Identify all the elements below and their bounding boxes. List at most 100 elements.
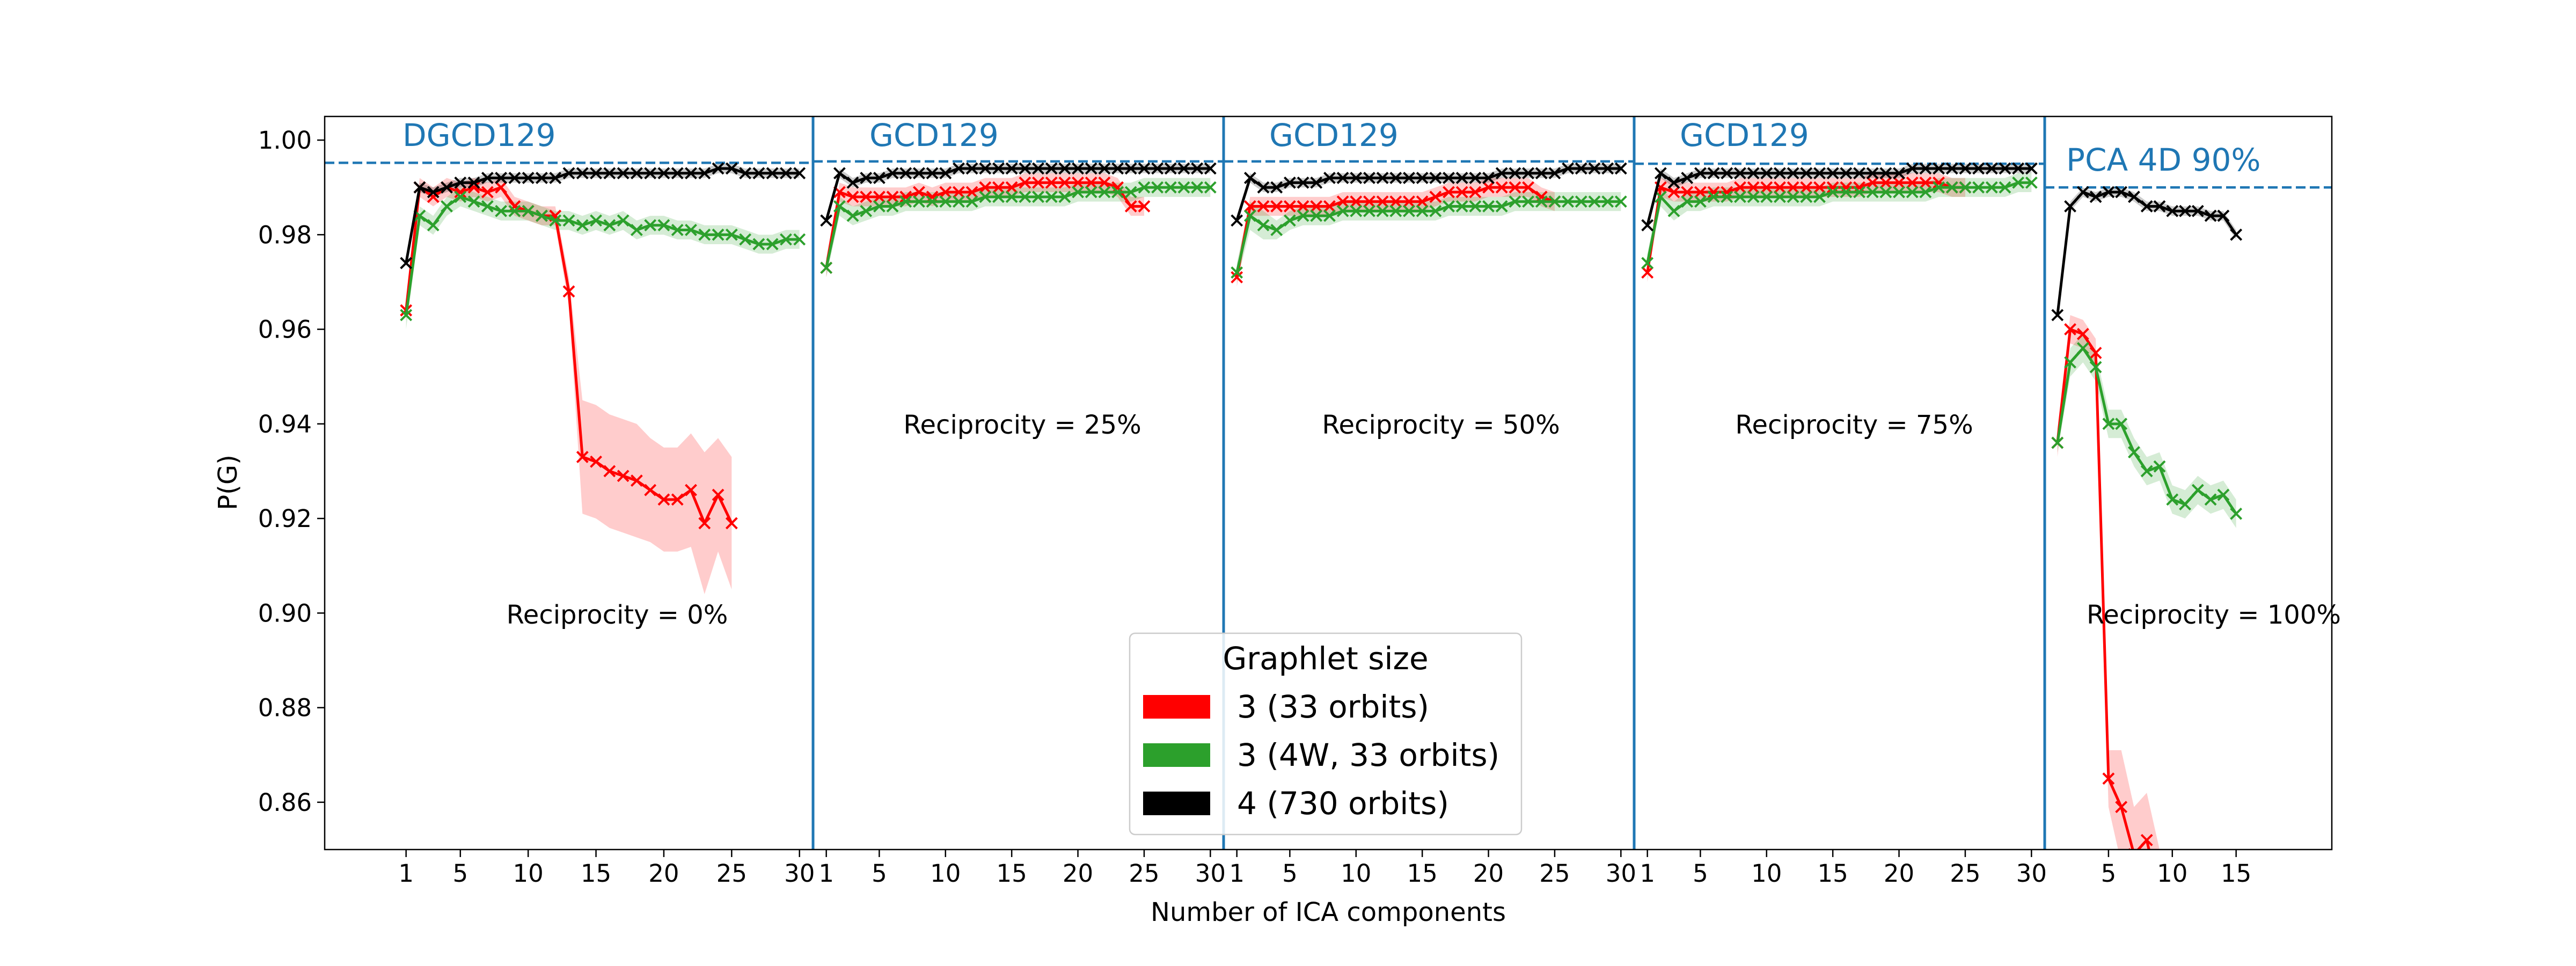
data-point	[522, 204, 535, 217]
data-point	[657, 167, 670, 180]
data-point	[630, 224, 643, 236]
data-point	[1032, 176, 1044, 189]
data-point	[1376, 172, 1389, 184]
data-point	[886, 191, 899, 203]
data-point	[2230, 228, 2243, 241]
data-point	[860, 204, 873, 217]
series-3-33-orbits	[1231, 181, 1561, 284]
data-point	[590, 214, 602, 227]
data-point	[752, 238, 765, 251]
data-point	[1005, 181, 1018, 194]
data-point	[1641, 257, 1654, 269]
x-tick-label: 30	[784, 859, 815, 888]
data-point	[1336, 195, 1349, 208]
data-point	[820, 261, 833, 274]
data-point	[1614, 195, 1627, 208]
reciprocity-label: Reciprocity = 25%	[903, 410, 1141, 440]
data-point	[1879, 167, 1892, 180]
data-point	[2089, 361, 2102, 374]
data-point	[725, 228, 738, 241]
data-point	[712, 488, 724, 501]
data-point	[1667, 176, 1680, 189]
data-point	[979, 191, 992, 203]
series-4-730-orbits	[400, 162, 806, 269]
data-point	[846, 191, 859, 203]
data-point	[1350, 204, 1363, 217]
data-point	[2217, 488, 2230, 501]
x-tick-label: 20	[1884, 859, 1914, 888]
data-point	[2140, 833, 2153, 846]
y-tick-label: 0.98	[258, 221, 312, 249]
data-point	[508, 204, 521, 217]
legend-swatch-red	[1143, 695, 1210, 719]
data-point	[2230, 507, 2243, 520]
data-point	[1800, 191, 1813, 203]
data-point	[454, 191, 467, 203]
data-point	[1681, 172, 1694, 184]
data-point	[1853, 186, 1865, 199]
legend-label-4-730-orbits: 4 (730 orbits)	[1237, 785, 1449, 822]
data-point	[562, 167, 575, 180]
data-point	[1270, 200, 1283, 213]
data-point	[1403, 204, 1415, 217]
data-point	[1681, 195, 1694, 208]
data-point	[1495, 200, 1508, 213]
data-point	[1707, 167, 1720, 180]
data-point	[549, 172, 562, 184]
data-point	[413, 181, 426, 194]
data-point	[1495, 181, 1508, 194]
panel-label: GCD129	[869, 117, 999, 153]
data-point	[2166, 493, 2179, 506]
data-point	[953, 186, 965, 199]
data-point	[793, 233, 806, 246]
data-point	[2064, 200, 2076, 213]
data-point	[1191, 181, 1204, 194]
data-point	[630, 474, 643, 487]
data-point	[576, 451, 589, 463]
data-point	[2051, 309, 2064, 321]
data-point	[1151, 181, 1164, 194]
data-point	[1124, 186, 1137, 199]
x-tick-label: 30	[2016, 859, 2047, 888]
data-point	[2153, 460, 2166, 473]
panel-label: DGCD129	[402, 117, 555, 153]
data-point	[1509, 167, 1521, 180]
data-point	[1959, 162, 1972, 175]
data-point	[441, 181, 453, 194]
x-axis-title: Number of ICA components	[1151, 897, 1506, 927]
legend-label-3-33-orbits: 3 (33 orbits)	[1237, 689, 1429, 725]
data-point	[2025, 176, 2038, 189]
y-tick-label: 1.00	[258, 126, 312, 155]
data-point	[1455, 186, 1468, 199]
data-point	[1231, 271, 1243, 284]
confidence-bands	[406, 164, 2236, 850]
data-point	[576, 219, 589, 232]
reciprocity-label: Reciprocity = 50%	[1322, 410, 1560, 440]
data-point	[846, 176, 859, 189]
data-point	[1111, 162, 1124, 175]
data-point	[1297, 200, 1309, 213]
data-point	[886, 200, 899, 213]
data-point	[1469, 200, 1482, 213]
x-tick-label: 15	[581, 859, 611, 888]
data-point	[1866, 176, 1879, 189]
panel-label: GCD129	[1269, 117, 1399, 153]
data-point	[495, 172, 508, 184]
x-tick-label: 10	[2157, 859, 2187, 888]
data-point	[549, 214, 562, 227]
data-point	[1933, 181, 1945, 194]
data-point	[1747, 167, 1760, 180]
legend-title: Graphlet size	[1223, 640, 1428, 677]
data-point	[1588, 162, 1601, 175]
data-point	[427, 191, 440, 203]
data-point	[1734, 167, 1746, 180]
data-point	[1072, 176, 1084, 189]
x-tick-label: 25	[1539, 859, 1570, 888]
data-point	[1098, 186, 1111, 199]
data-point	[1535, 195, 1548, 208]
data-point	[1376, 204, 1389, 217]
x-tick-label: 15	[2221, 859, 2251, 888]
series-4-730-orbits	[1231, 162, 1627, 227]
data-point	[1734, 191, 1746, 203]
